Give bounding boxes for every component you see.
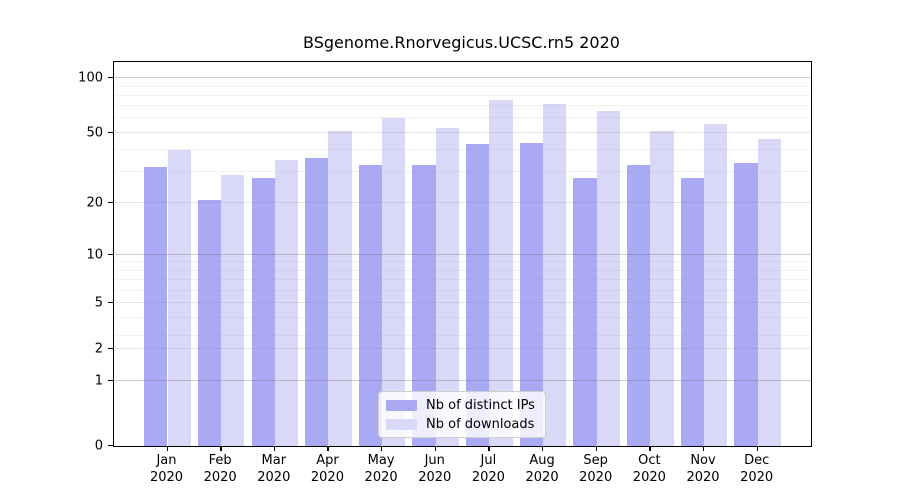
gridline-minor <box>114 94 811 96</box>
x-axis-tick-mark <box>649 446 651 451</box>
x-axis-tick-mark <box>703 446 705 451</box>
gridline-minor <box>114 117 811 119</box>
bar-distinct-ips-sep <box>573 177 597 446</box>
y-axis-tick-mark <box>108 302 113 304</box>
bar-distinct-ips-oct <box>627 164 651 446</box>
bar-distinct-ips-nov <box>680 177 704 446</box>
y-axis-tick-label: 1 <box>94 373 103 389</box>
y-axis-tick-label: 2 <box>94 341 103 357</box>
y-axis-tick-mark <box>108 380 113 382</box>
bar-downloads-apr <box>328 131 352 446</box>
x-axis-tick-mark <box>595 446 598 451</box>
x-axis-tick-label-nov: Nov 2020 <box>686 453 720 485</box>
x-axis-tick-label-sep: Sep 2020 <box>579 453 613 485</box>
x-axis-tick-mark <box>220 446 222 451</box>
y-axis-tick-mark <box>108 348 113 350</box>
bar-distinct-ips-mar <box>251 177 275 446</box>
bar-distinct-ips-dec <box>734 162 758 446</box>
legend-label-downloads: Nb of downloads <box>426 416 535 432</box>
legend-item-downloads: Nb of downloads <box>379 417 545 432</box>
y-axis-tick-mark <box>108 202 113 204</box>
x-axis-tick-mark <box>273 446 276 451</box>
y-axis-tick-mark <box>108 445 113 447</box>
x-axis-tick-mark <box>381 446 383 451</box>
bar-downloads-jul <box>489 99 513 446</box>
x-axis-tick-mark <box>756 446 759 451</box>
x-axis-tick-label-mar: Mar 2020 <box>257 453 291 485</box>
x-axis-tick-mark <box>434 446 437 451</box>
legend: Nb of distinct IPs Nb of downloads <box>378 391 546 438</box>
gridline-minor <box>114 105 811 107</box>
x-axis-tick-label-apr: Apr 2020 <box>310 453 344 485</box>
bar-downloads-jan <box>167 150 191 446</box>
x-axis-tick-label-oct: Oct 2020 <box>632 453 666 485</box>
legend-label-distinct-ips: Nb of distinct IPs <box>426 397 535 413</box>
legend-item-distinct-ips: Nb of distinct IPs <box>379 398 545 413</box>
x-axis-tick-mark <box>542 446 544 451</box>
bar-downloads-feb <box>221 174 245 446</box>
y-axis-tick-label: 0 <box>94 438 103 454</box>
x-axis-tick-mark <box>327 446 329 451</box>
chart-title: BSgenome.Rnorvegicus.UCSC.rn5 2020 <box>303 33 620 52</box>
bar-downloads-may <box>382 118 406 446</box>
x-axis-tick-label-jan: Jan 2020 <box>149 453 184 485</box>
y-axis-tick-mark <box>108 132 113 134</box>
bar-downloads-jun <box>435 128 460 446</box>
bar-downloads-dec <box>757 139 781 446</box>
y-axis-tick-label: 20 <box>86 195 103 211</box>
bar-distinct-ips-jun <box>412 164 436 446</box>
y-axis-tick-label: 50 <box>86 125 103 141</box>
y-axis-tick-label: 5 <box>94 295 103 311</box>
y-axis-tick-mark <box>108 254 113 256</box>
x-axis-tick-mark <box>488 446 490 451</box>
gridline-major <box>114 77 811 78</box>
gridline-minor <box>114 85 811 87</box>
bar-downloads-nov <box>704 123 728 446</box>
bar-downloads-mar <box>274 160 299 446</box>
bar-distinct-ips-feb <box>197 199 222 446</box>
bar-downloads-sep <box>596 110 620 446</box>
bar-distinct-ips-may <box>358 164 383 446</box>
bar-downloads-aug <box>543 104 567 446</box>
x-axis-tick-label-may: May 2020 <box>364 453 398 485</box>
x-axis-tick-label-dec: Dec 2020 <box>740 453 774 485</box>
bar-distinct-ips-jul <box>466 144 490 446</box>
bar-distinct-ips-jan <box>144 167 168 446</box>
x-axis-tick-label-feb: Feb 2020 <box>203 453 237 485</box>
plot-area <box>113 61 812 447</box>
y-axis-tick-mark <box>108 77 113 79</box>
x-axis-tick-label-jul: Jul 2020 <box>471 453 505 485</box>
x-axis-tick-label-jun: Jun 2020 <box>418 453 452 485</box>
x-axis-tick-label-aug: Aug 2020 <box>525 453 559 485</box>
bar-downloads-oct <box>650 131 674 446</box>
bar-distinct-ips-apr <box>305 158 329 446</box>
x-axis-tick-mark <box>166 446 168 451</box>
y-axis-tick-label: 100 <box>78 70 103 86</box>
legend-swatch-downloads <box>386 418 417 430</box>
y-axis-tick-label: 10 <box>86 247 103 263</box>
bar-distinct-ips-aug <box>519 142 544 446</box>
legend-swatch-distinct-ips <box>386 399 417 411</box>
